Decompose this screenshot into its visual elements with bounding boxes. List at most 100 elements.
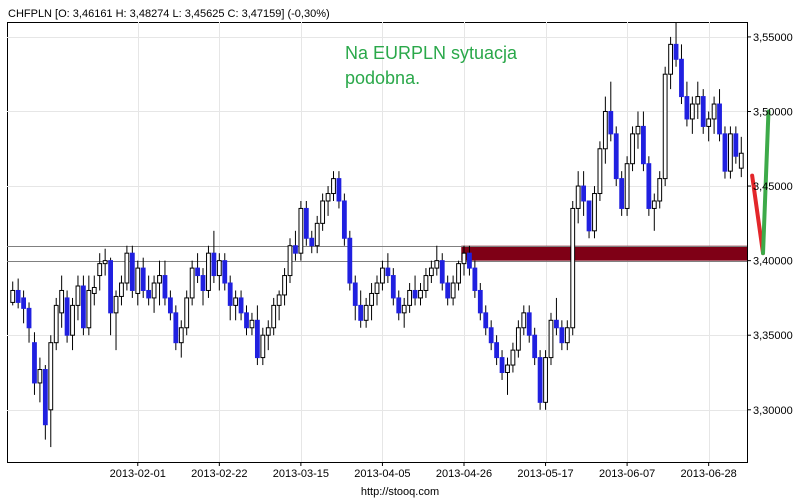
candle [613,126,619,187]
candle [37,357,43,403]
candle-body [75,285,81,306]
candle-body [526,312,532,336]
candle [537,350,543,410]
candle [249,312,255,336]
candle [510,342,516,373]
candle-body [689,103,695,120]
candle-body [586,200,592,232]
candle [477,283,483,321]
candle-body [222,260,228,284]
x-tick-label: 2013-04-26 [436,468,492,480]
source-link[interactable]: http://stooq.com [361,486,439,498]
candle [668,36,674,90]
candle-body [15,289,21,303]
x-tick-label: 2013-02-01 [110,468,166,480]
candle [265,320,271,351]
candle-body [494,342,500,359]
candle-body [380,267,385,284]
candle [374,275,380,306]
candle-body [200,275,206,291]
candle-body [434,260,440,269]
candle [341,193,347,246]
candle [564,320,570,351]
candle-body [91,286,97,294]
candle [195,253,200,284]
support-zone-layer [461,245,747,261]
candle-body [320,200,326,224]
candle [347,230,353,291]
candle [722,126,728,179]
candle [178,320,184,358]
candle [282,268,287,306]
candle [352,275,358,321]
candle-body [352,282,358,306]
candle-body [53,304,59,344]
candle [227,275,233,321]
candle [363,297,369,328]
candle-body [662,73,668,180]
candle [515,320,521,358]
candle [59,275,65,328]
candle [336,171,342,209]
candle [570,200,576,336]
candle [42,365,48,440]
candle [700,89,706,134]
candle-body [581,185,587,202]
candle [717,89,722,142]
candle [287,238,293,284]
candle [331,171,336,201]
candle-body [189,267,195,299]
x-tick-label: 2013-06-28 [681,468,737,480]
candle-body [412,289,418,299]
candle-body [37,369,43,384]
candle-body [363,304,369,321]
candle-body [162,275,168,299]
candle [238,290,244,321]
candle-body [135,267,141,294]
candle [526,305,532,343]
grid [7,22,747,462]
candle-body [129,252,135,291]
candle-body [151,282,157,299]
candle [10,281,16,306]
candle-body [483,312,489,329]
candle [222,253,228,291]
candle-body [211,252,217,277]
candle-body [548,319,554,359]
candle [200,268,206,306]
candle-body [293,245,298,254]
candle [706,111,712,142]
candle-body [233,297,239,306]
candle [173,305,179,351]
candle [309,230,315,254]
candle [86,275,92,336]
candle [320,193,326,231]
candle-body [630,133,635,165]
annotation-line-2: podobna. [345,68,420,88]
candle [97,253,103,291]
candle-body [439,260,445,284]
candle-body [10,289,16,303]
candle [401,297,407,328]
candle [385,253,391,284]
candle [662,66,668,187]
candle-body [336,178,342,202]
candle [260,327,266,366]
candle-body [407,289,413,306]
candle [646,156,652,216]
candle [113,290,119,351]
candle-body [216,260,222,277]
candle [396,290,402,321]
candle-body [70,304,75,336]
candle [554,297,559,336]
candle [559,320,565,351]
candle [271,297,277,336]
candle-body [303,207,309,239]
candle-body [461,252,467,265]
candle-body [206,252,211,291]
candle [407,283,413,313]
candle-body [146,289,152,299]
candle-body [331,178,336,195]
candle-body [679,58,684,98]
candle [689,96,695,134]
